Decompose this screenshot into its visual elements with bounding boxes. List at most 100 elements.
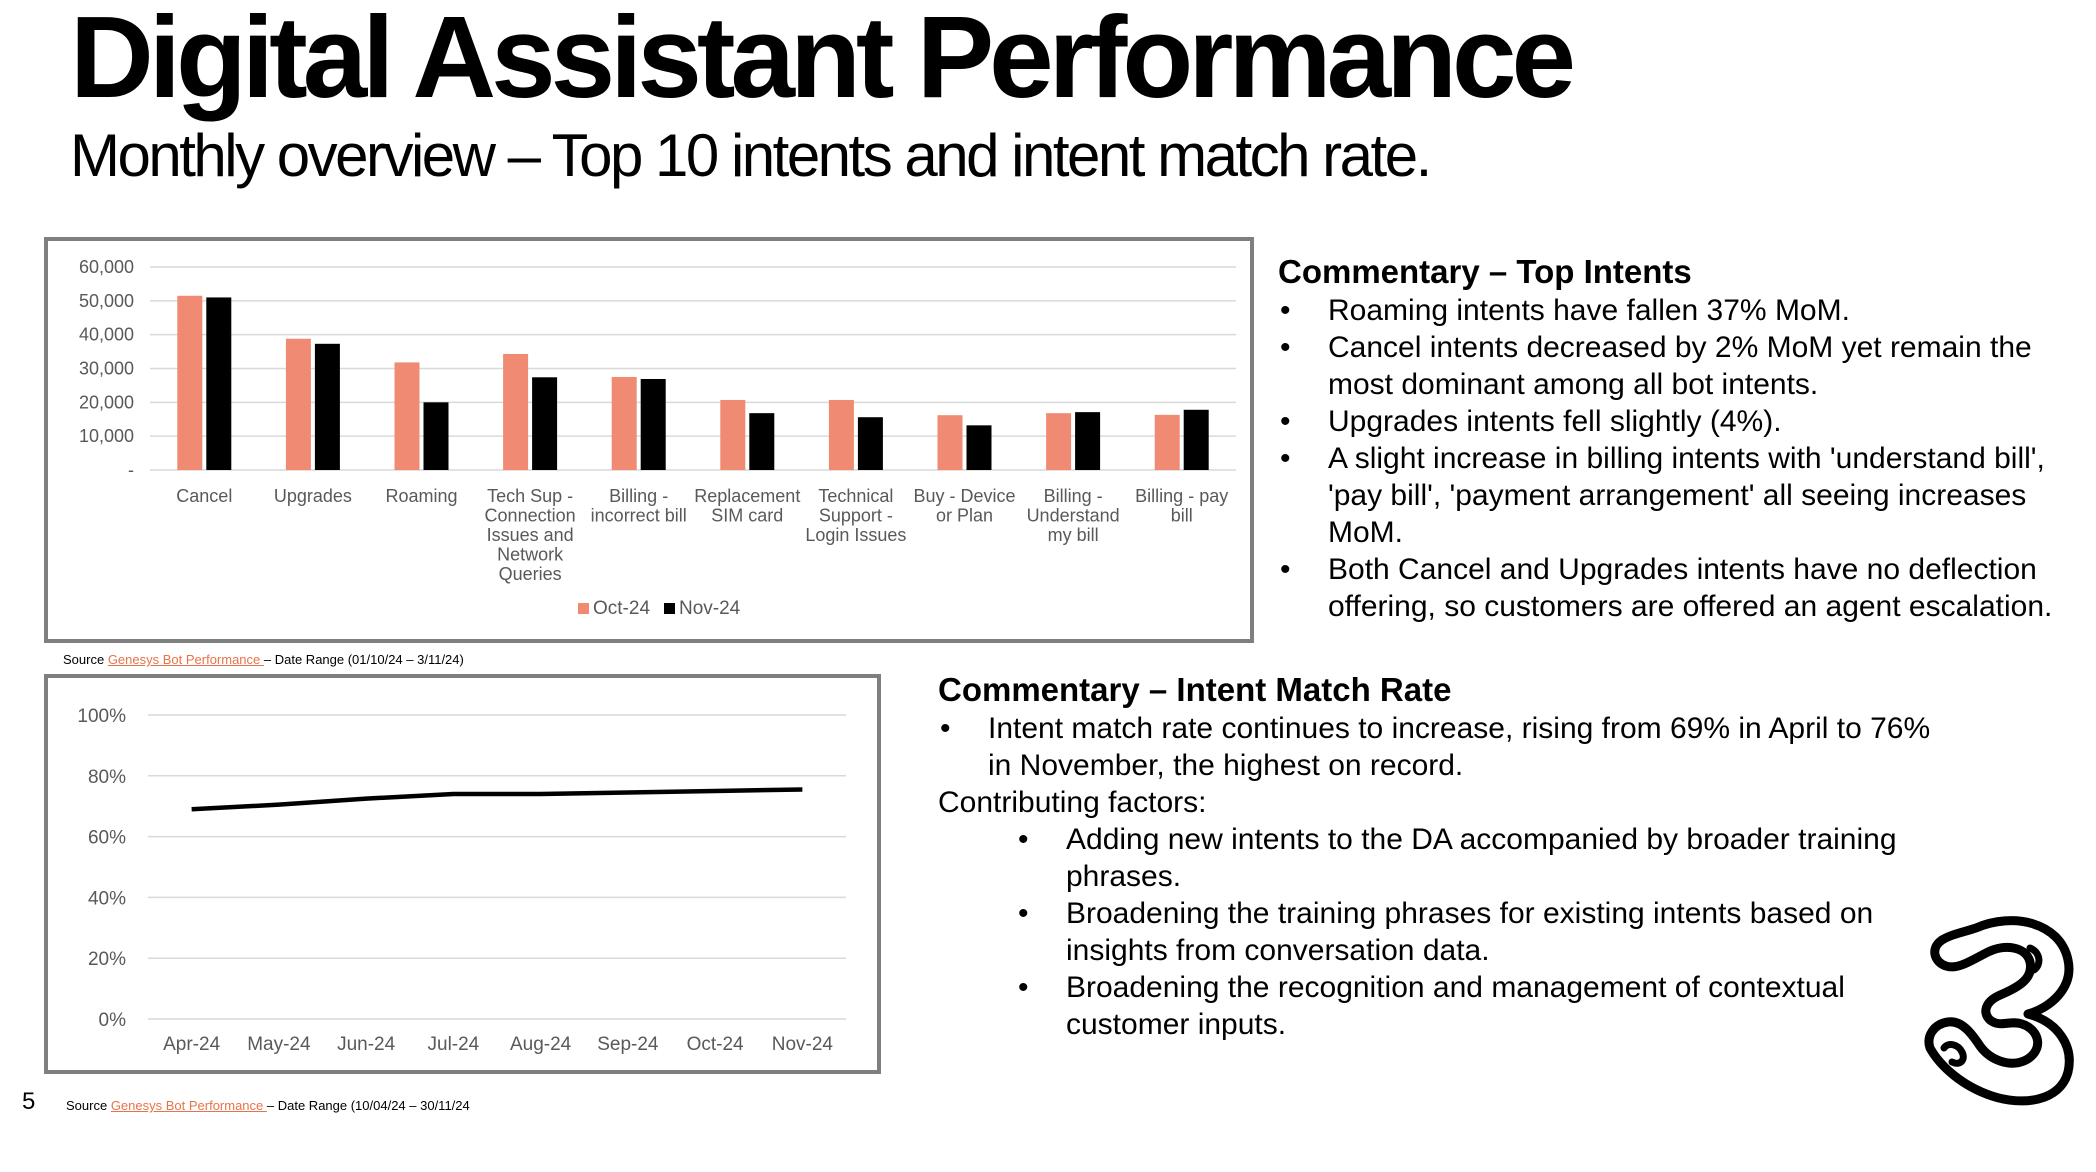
logo-outline — [1924, 916, 2074, 1106]
three-logo-icon — [1924, 916, 2074, 1106]
x-category-label-line: Network — [497, 545, 564, 565]
x-category-label-line: Connection — [485, 506, 576, 526]
legend-swatch-nov-24 — [664, 603, 675, 614]
bar-nov-24 — [1183, 409, 1209, 470]
y-tick-label: 20,000 — [79, 392, 134, 412]
commentary-bullet: A slight increase in billing intents wit… — [1278, 440, 2078, 551]
bar-oct-24 — [394, 362, 420, 470]
match-rate-line — [191, 787, 803, 812]
x-category-label: Billing -incorrect bill — [591, 486, 687, 526]
source-link-genesys[interactable]: Genesys Bot Performance — [107, 652, 264, 667]
source-note-match-rate: Source Genesys Bot Performance – Date Ra… — [66, 1098, 470, 1113]
y-tick-label: 60% — [88, 828, 126, 849]
logo-swirl-lower — [1940, 1041, 1967, 1067]
source-date-range: – Date Range (01/10/24 – 3/11/24) — [263, 652, 464, 667]
x-category-label-line: Issues and — [487, 525, 574, 545]
x-category-label-line: Queries — [499, 564, 562, 584]
commentary-imr-heading: Commentary – Intent Match Rate — [938, 671, 1452, 708]
x-category-label-line: bill — [1171, 506, 1193, 526]
x-category-label-line: Technical — [818, 486, 893, 506]
x-tick-label: Aug-24 — [510, 1034, 572, 1055]
factor-bullet: Broadening the recognition and managemen… — [1016, 969, 1938, 1043]
bar-oct-24 — [285, 338, 311, 470]
page-title: Digital Assistant Performance — [70, 0, 1576, 122]
x-category-label-line: Support - — [819, 506, 893, 526]
bar-nov-24 — [640, 378, 666, 470]
bar-oct-24 — [177, 295, 203, 470]
contributing-factors-list: Adding new intents to the DA accompanied… — [938, 821, 1938, 1043]
bar-oct-24 — [1154, 414, 1180, 470]
commentary-imr-list: Intent match rate continues to increase,… — [938, 710, 1938, 784]
bar-nov-24 — [966, 425, 992, 470]
y-tick-label: 20% — [88, 949, 126, 970]
x-category-label: Billing - pay bill — [1135, 486, 1228, 526]
source-prefix: Source — [66, 1098, 111, 1113]
x-category-label: Upgrades — [274, 486, 352, 506]
x-tick-label: Oct-24 — [687, 1034, 744, 1055]
x-category-label: Roaming — [385, 486, 457, 506]
y-tick-label: 40,000 — [79, 325, 134, 345]
x-category-label-line: incorrect bill — [591, 506, 687, 526]
commentary-bullet: Cancel intents decreased by 2% MoM yet r… — [1278, 329, 2078, 403]
x-category-label-line: Billing - — [1044, 486, 1103, 506]
legend-swatch-oct-24 — [578, 603, 589, 614]
bar-nov-24 — [423, 402, 449, 470]
bar-oct-24 — [828, 399, 854, 470]
x-category-label-line: Understand — [1027, 506, 1120, 526]
bar-nov-24 — [857, 417, 883, 470]
x-category-label: Technical Support -Login Issues — [805, 486, 906, 545]
y-tick-label: 40% — [88, 888, 126, 909]
y-tick-label: 30,000 — [79, 359, 134, 379]
x-category-label-line: Billing - pay — [1135, 486, 1228, 506]
commentary-bullet: Roaming intents have fallen 37% MoM. — [1278, 292, 2078, 329]
x-tick-label: Sep-24 — [597, 1034, 659, 1055]
x-category-label-line: Buy - Device — [913, 486, 1015, 506]
bar-nov-24 — [206, 297, 232, 470]
intent-match-rate-line-chart-svg: 0% 20% 40% 60% 80% 100% Apr-24 May-24 Jun-24 Jul-… — [77, 706, 846, 1055]
x-category-label: Billing -Understand my bill — [1027, 486, 1120, 545]
commentary-intent-match-rate: Commentary – Intent Match Rate Intent ma… — [938, 670, 1938, 1043]
x-category-label-line: Login Issues — [805, 525, 906, 545]
commentary-top-list: Roaming intents have fallen 37% MoM. Can… — [1278, 292, 2078, 625]
source-link-genesys[interactable]: Genesys Bot Performance — [110, 1098, 267, 1113]
intent-match-rate-chart: 0% 20% 40% 60% 80% 100% Apr-24 May-24 Jun-24 Jul-… — [44, 674, 881, 1074]
y-tick-label: 0% — [99, 1010, 127, 1031]
page-subtitle: Monthly overview – Top 10 intents and in… — [70, 122, 1432, 189]
contributing-factors-label: Contributing factors: — [938, 786, 1207, 819]
bar-nov-24 — [1075, 412, 1101, 470]
y-tick-label: 100% — [77, 706, 126, 727]
commentary-bullet: Upgrades intents fell slightly (4%). — [1278, 403, 2078, 440]
factor-bullet: Broadening the training phrases for exis… — [1016, 895, 1938, 969]
bar-oct-24 — [720, 399, 746, 470]
top-intents-bar-chart-svg: - 10,000 20,000 30,000 40,000 50,000 60,000 Can… — [79, 257, 1236, 619]
x-category-label: Replacement SIM card — [694, 486, 800, 526]
y-tick-label: - — [128, 460, 134, 480]
x-tick-label: Apr-24 — [163, 1034, 220, 1055]
commentary-bullet: Both Cancel and Upgrades intents have no… — [1278, 551, 2078, 625]
x-tick-label: Jun-24 — [337, 1034, 396, 1055]
factor-bullet: Adding new intents to the DA accompanied… — [1016, 821, 1938, 895]
x-category-label-line: or Plan — [936, 506, 993, 526]
bar-oct-24 — [611, 376, 637, 470]
x-category-label: Cancel — [176, 486, 232, 506]
commentary-top-heading: Commentary – Top Intents — [1278, 253, 1692, 290]
x-category-label-line: Billing - — [609, 486, 668, 506]
source-prefix: Source — [63, 652, 108, 667]
bar-nov-24 — [314, 343, 340, 470]
y-tick-label: 10,000 — [79, 426, 134, 446]
legend-label-oct-24: Oct-24 — [593, 598, 650, 619]
bar-oct-24 — [937, 415, 963, 470]
x-tick-label: Jul-24 — [428, 1034, 480, 1055]
x-category-label: Buy - Device or Plan — [913, 486, 1015, 526]
bar-nov-24 — [749, 413, 775, 470]
y-tick-label: 80% — [88, 767, 126, 788]
x-tick-label: May-24 — [247, 1034, 311, 1055]
bar-oct-24 — [1046, 413, 1072, 470]
commentary-top-intents: Commentary – Top Intents Roaming intents… — [1278, 252, 2078, 625]
commentary-bullet: Intent match rate continues to increase,… — [938, 710, 1938, 784]
y-tick-label: 60,000 — [79, 257, 134, 277]
bar-nov-24 — [532, 377, 558, 470]
x-category-label-line: Tech Sup - — [487, 486, 573, 506]
source-note-top-intents: Source Genesys Bot Performance – Date Ra… — [63, 652, 464, 667]
page-number: 5 — [22, 1088, 36, 1115]
